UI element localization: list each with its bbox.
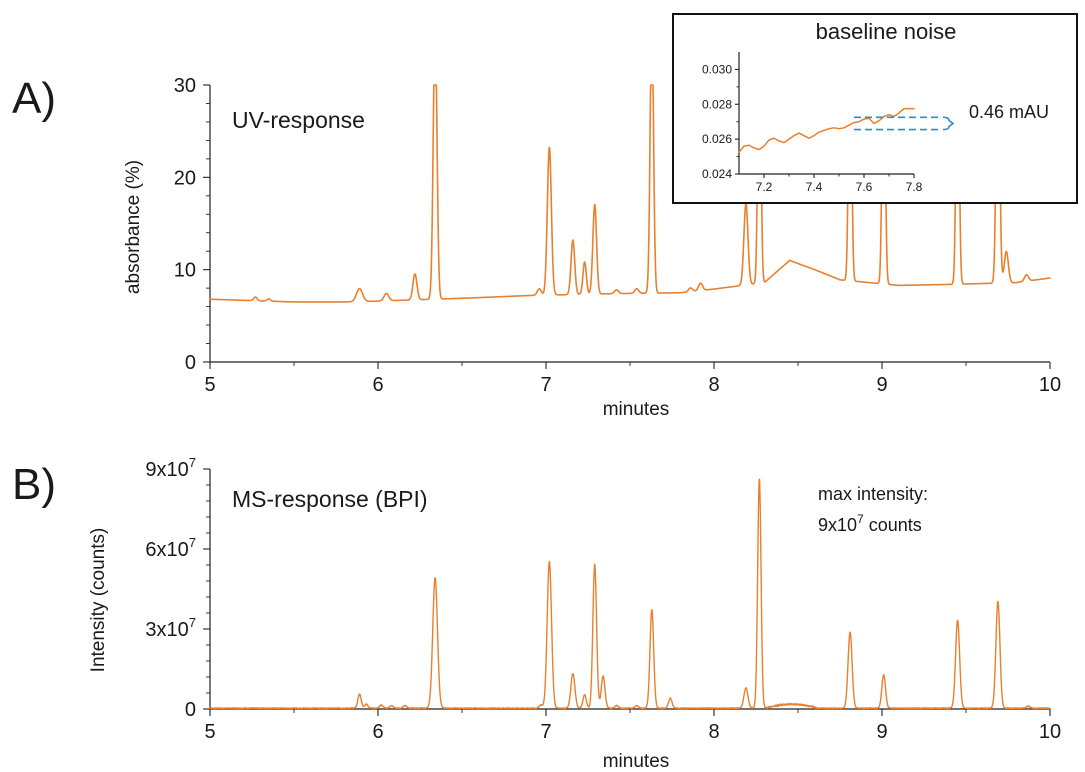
ms-x-tick-label: 7: [540, 721, 551, 743]
uv-x-tick-label: 8: [708, 374, 719, 396]
inset-x-tick-label: 7.2: [756, 180, 773, 194]
ms-y-tick-label: 6x107: [145, 535, 196, 561]
max-intensity-line1: max intensity:: [818, 484, 928, 504]
ms-x-tick-label: 5: [204, 721, 215, 743]
inset-frame: [672, 13, 1078, 204]
uv-y-tick-label: 20: [174, 167, 196, 189]
ms-series-line: [209, 478, 1051, 710]
uv-x-tick-label: 5: [204, 374, 215, 396]
ms-y-tick-exp: 7: [189, 535, 196, 550]
inset-title: baseline noise: [816, 19, 957, 44]
ms-y-tick-exp: 7: [189, 615, 196, 630]
ms-y-tick-exp: 7: [189, 455, 196, 470]
ms-y-tick-base: 3x10: [145, 619, 188, 641]
uv-series-line: [209, 84, 1051, 303]
ms-y-tick-base: 6x10: [145, 539, 188, 561]
max-intensity-line2: 9x107 counts: [818, 512, 922, 535]
inset-axes: 7.2 7.4 7.6 7.8 0.024 0.026 0.028 0.030: [702, 52, 923, 194]
noise-bracket: [854, 116, 955, 131]
uv-y-tick-label: 0: [185, 352, 196, 374]
max-intensity-unit: counts: [864, 515, 922, 535]
uv-chart-panel: A) UV-response absorbance (%) minutes 5 6…: [12, 74, 1061, 420]
inset-y-tick-label: 0.028: [702, 97, 732, 111]
inset-noise-line: [738, 107, 915, 153]
ms-chart-panel: B) MS-response (BPI) max intensity: 9x10…: [12, 455, 1061, 772]
max-intensity-exp: 7: [857, 512, 864, 526]
uv-x-tick-label: 7: [540, 374, 551, 396]
uv-y-tick-label: 10: [174, 260, 196, 282]
ms-y-tick-base: 0: [185, 699, 196, 721]
inset-x-tick-label: 7.4: [806, 180, 823, 194]
max-intensity-base: 9x10: [818, 515, 857, 535]
ms-x-tick-label: 9: [876, 721, 887, 743]
ms-x-axis-label: minutes: [603, 751, 670, 772]
uv-x-axis-label: minutes: [603, 399, 670, 420]
ms-y-tick-label: 3x107: [145, 615, 196, 641]
ms-y-tick-label: 9x107: [145, 455, 196, 481]
uv-x-axis: 5 6 7 8 9 10: [204, 361, 1061, 396]
inset-y-tick-label: 0.024: [702, 167, 732, 181]
baseline-noise-inset: baseline noise 7.2 7.4 7.6 7.8 0.024 0.026 0.0…: [672, 13, 1078, 204]
uv-y-axis-label: absorbance (%): [123, 160, 144, 294]
ms-x-tick-label: 8: [708, 721, 719, 743]
ms-response-annotation: MS-response (BPI): [232, 486, 428, 512]
uv-x-tick-label: 10: [1039, 374, 1061, 396]
panel-label-b: B): [12, 460, 56, 509]
uv-response-annotation: UV-response: [232, 107, 365, 133]
inset-x-tick-label: 7.6: [856, 180, 873, 194]
uv-y-tick-label: 30: [174, 75, 196, 97]
inset-x-tick-label: 7.8: [906, 180, 923, 194]
inset-y-tick-label: 0.026: [702, 132, 732, 146]
ms-y-tick-label: 0: [185, 699, 196, 721]
uv-x-tick-label: 6: [372, 374, 383, 396]
noise-curly-brace: [942, 116, 955, 131]
ms-x-axis: 5 6 7 8 9 10: [204, 708, 1061, 743]
panel-label-a: A): [12, 74, 56, 123]
ms-y-tick-base: 9x10: [145, 459, 188, 481]
ms-x-tick-label: 6: [372, 721, 383, 743]
noise-value-label: 0.46 mAU: [969, 102, 1049, 122]
ms-x-tick-label: 10: [1039, 721, 1061, 743]
inset-y-tick-label: 0.030: [702, 62, 732, 76]
ms-y-axis-label: Intensity (counts): [88, 528, 109, 673]
uv-x-tick-label: 9: [876, 374, 887, 396]
uv-y-axis: 0 10 20 30: [174, 75, 211, 374]
